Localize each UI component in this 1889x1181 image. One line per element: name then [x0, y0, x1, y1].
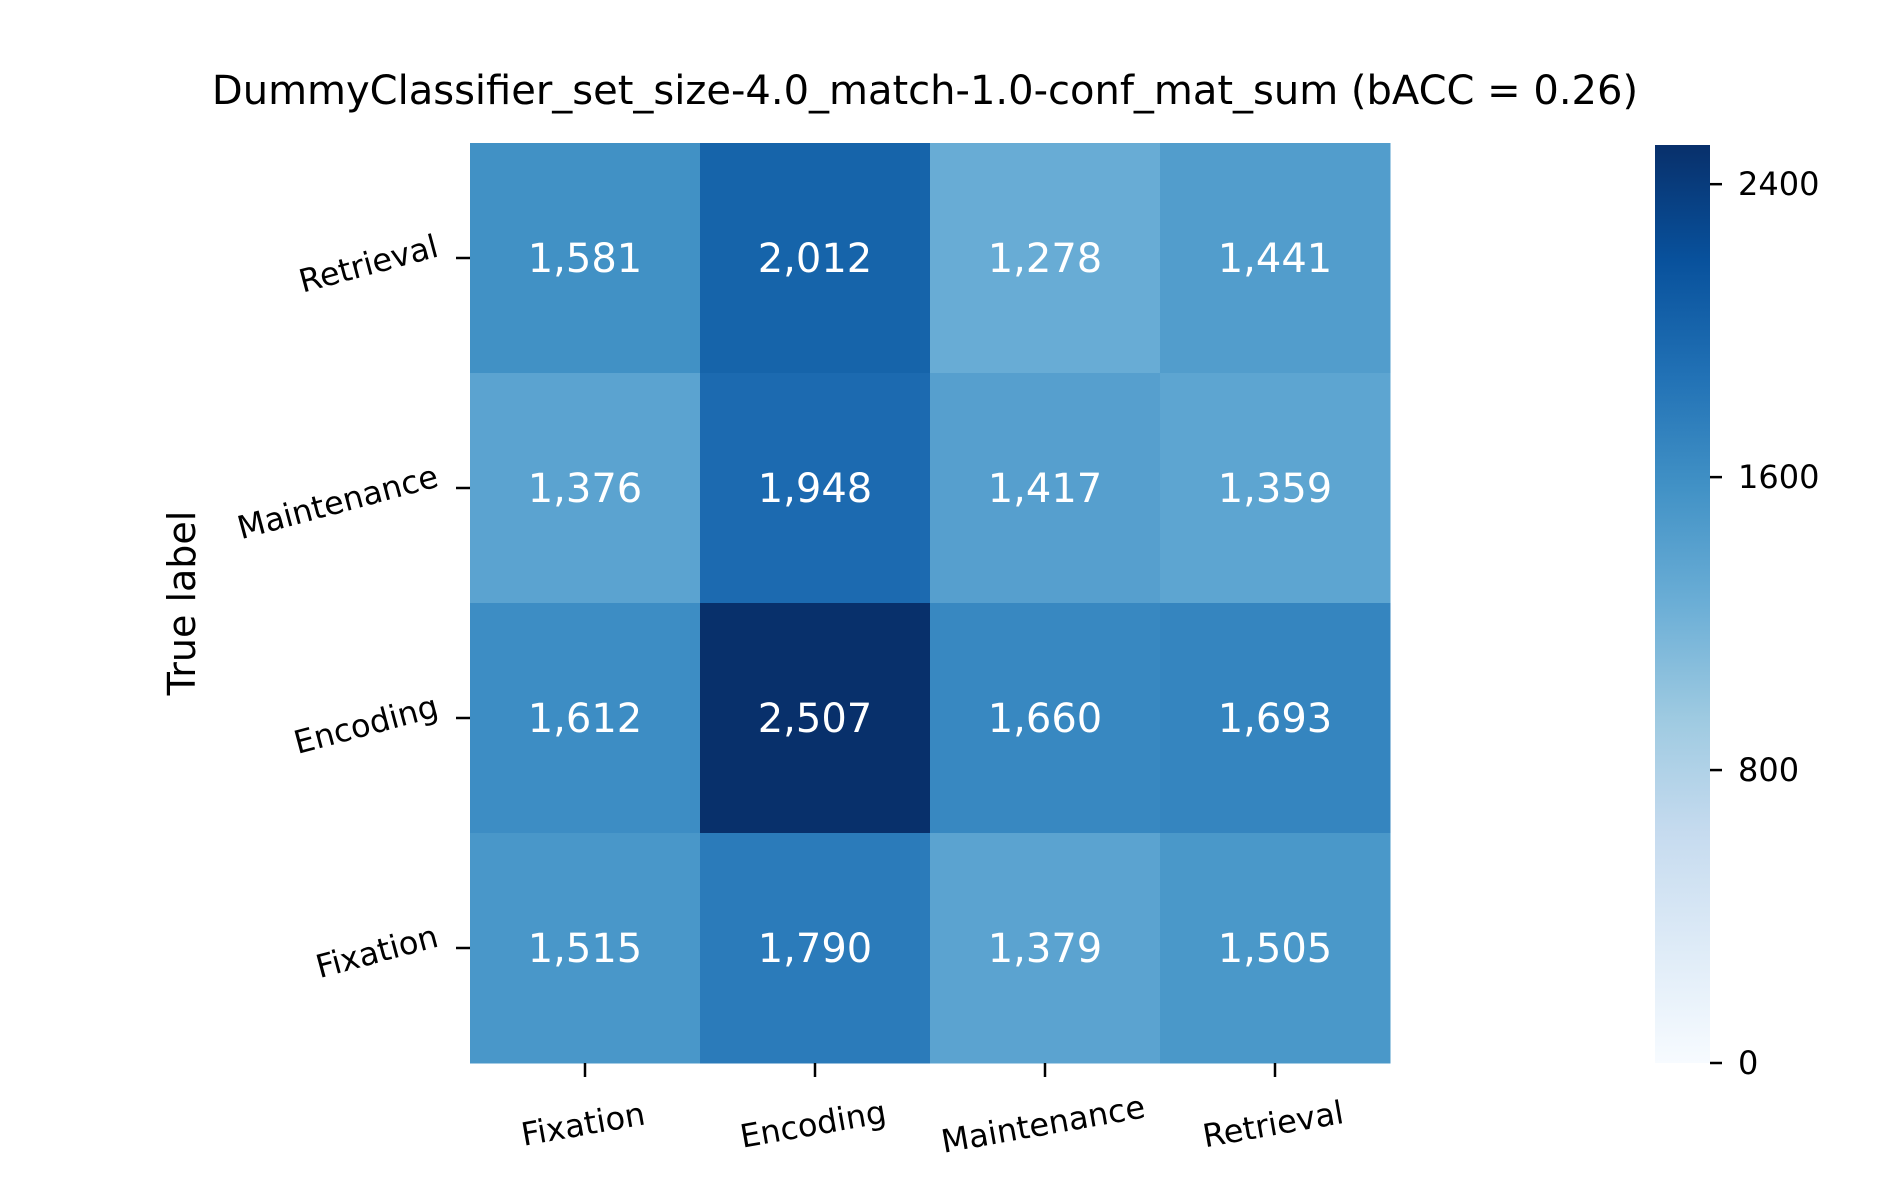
cell-value-label: 1,359	[1218, 466, 1333, 512]
cell-value-label: 1,278	[988, 236, 1103, 282]
y-tick-label: Encoding	[290, 687, 442, 762]
heatmap-cell	[470, 833, 701, 1064]
colorbar-tick-label: 800	[1738, 751, 1799, 789]
heatmap-cell	[930, 833, 1161, 1064]
cell-value-label: 1,693	[1218, 696, 1333, 742]
heatmap-cell	[930, 603, 1161, 834]
x-tick-label: Fixation	[518, 1095, 648, 1154]
cell-value-label: 2,507	[758, 696, 873, 742]
heatmap-cell	[470, 603, 701, 834]
colorbar-tick-label: 0	[1738, 1044, 1758, 1082]
cell-value-label: 1,515	[528, 926, 643, 972]
heatmap-grid	[470, 143, 1391, 1064]
heatmap-cell	[700, 143, 931, 374]
cell-value-label: 1,441	[1218, 236, 1333, 282]
x-tick-label: Retrieval	[1200, 1093, 1347, 1155]
heatmap-cell	[470, 373, 701, 604]
cell-value-label: 1,505	[1218, 926, 1333, 972]
heatmap-cell	[930, 373, 1161, 604]
colorbar	[1655, 145, 1710, 1063]
x-axis: Fixation Encoding Maintenance Retrieval	[518, 1063, 1346, 1161]
cell-value-label: 1,376	[528, 466, 643, 512]
heatmap-cell	[1160, 603, 1391, 834]
y-axis-label: True label	[160, 511, 204, 697]
y-tick-label: Maintenance	[233, 457, 442, 547]
y-tick-label: Retrieval	[295, 227, 442, 301]
cell-value-label: 1,379	[988, 926, 1103, 972]
chart-title: DummyClassifier_set_size-4.0_match-1.0-c…	[212, 68, 1638, 114]
cell-value-label: 1,948	[758, 466, 873, 512]
y-tick-label: Fixation	[312, 917, 442, 986]
heatmap-cell	[1160, 373, 1391, 604]
heatmap-cell	[470, 143, 701, 374]
cell-value-label: 2,012	[758, 236, 873, 282]
colorbar-ticks: 0 800 1600 2400	[1710, 165, 1819, 1082]
cell-value-label: 1,790	[758, 926, 873, 972]
x-tick-label: Encoding	[737, 1093, 889, 1156]
colorbar-gradient	[1655, 145, 1710, 1063]
cell-value-label: 1,660	[988, 696, 1103, 742]
y-axis: Retrieval Maintenance Encoding Fixation	[233, 227, 470, 986]
cell-value-label: 1,581	[528, 236, 643, 282]
x-tick-label: Maintenance	[938, 1088, 1148, 1161]
colorbar-tick-label: 2400	[1738, 165, 1819, 203]
heatmap-cell	[700, 603, 931, 834]
heatmap-cell	[1160, 143, 1391, 374]
heatmap-cell	[700, 833, 931, 1064]
heatmap-cell	[930, 143, 1161, 374]
cell-value-label: 1,612	[528, 696, 643, 742]
heatmap-value-labels: 1,581 2,012 1,278 1,441 1,376 1,948 1,417 1,359…	[528, 236, 1333, 972]
cell-value-label: 1,417	[988, 466, 1103, 512]
heatmap-cell	[1160, 833, 1391, 1064]
heatmap-cell	[700, 373, 931, 604]
colorbar-tick-label: 1600	[1738, 458, 1819, 496]
